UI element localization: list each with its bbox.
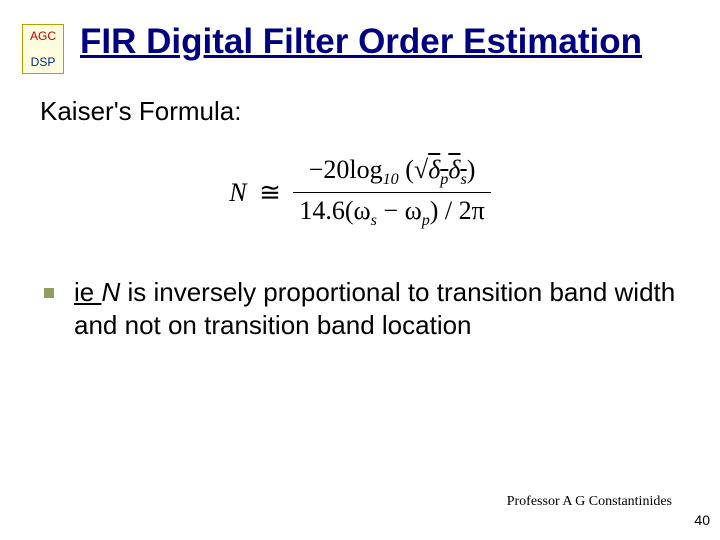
kaiser-formula: N ≅ −20log10 (√δpδs) 14.6(ωs − ωp) / 2π: [40, 155, 680, 230]
den-coeff: 14.6(ω: [299, 196, 370, 225]
bullet-ie: ie: [74, 277, 101, 307]
header-row: AGC DSP FIR Digital Filter Order Estimat…: [0, 0, 720, 74]
num-prefix: −20log: [309, 155, 383, 184]
formula-lhs: N: [229, 178, 252, 208]
logo-label-bottom: DSP: [25, 55, 61, 69]
sqrt-sign: √: [414, 155, 428, 184]
num-log-sub: 10: [383, 171, 399, 188]
subheading: Kaiser's Formula:: [40, 96, 680, 127]
den-mid: − ω: [377, 196, 422, 225]
formula-denominator: 14.6(ωs − ωp) / 2π: [293, 193, 490, 230]
formula-approx-sign: ≅: [259, 178, 287, 208]
footer-page-number: 40: [694, 512, 710, 528]
delta-s: δ: [448, 155, 460, 184]
formula-numerator: −20log10 (√δpδs): [293, 155, 490, 193]
bullet-rest: is inversely proportional to transition …: [74, 277, 675, 340]
bullet-n-var: N: [101, 277, 120, 307]
formula-fraction: −20log10 (√δpδs) 14.6(ωs − ωp) / 2π: [293, 155, 490, 230]
footer-author: Professor A G Constantinides: [507, 494, 672, 510]
content-area: Kaiser's Formula: N ≅ −20log10 (√δpδs) 1…: [0, 74, 720, 341]
den-tail: ) / 2π: [430, 196, 485, 225]
sqrt-arg: δpδs: [428, 155, 467, 184]
bullet-row: ie N is inversely proportional to transi…: [40, 276, 680, 341]
omega-p-sub: p: [422, 212, 430, 229]
logo-label-top: AGC: [25, 29, 61, 43]
bullet-text: ie N is inversely proportional to transi…: [74, 276, 680, 341]
delta-s-sub: s: [460, 171, 466, 188]
delta-p: δ: [428, 155, 440, 184]
logo-box: AGC DSP: [22, 24, 64, 74]
bullet-square-icon: [44, 288, 54, 298]
page-title: FIR Digital Filter Order Estimation: [80, 21, 642, 63]
